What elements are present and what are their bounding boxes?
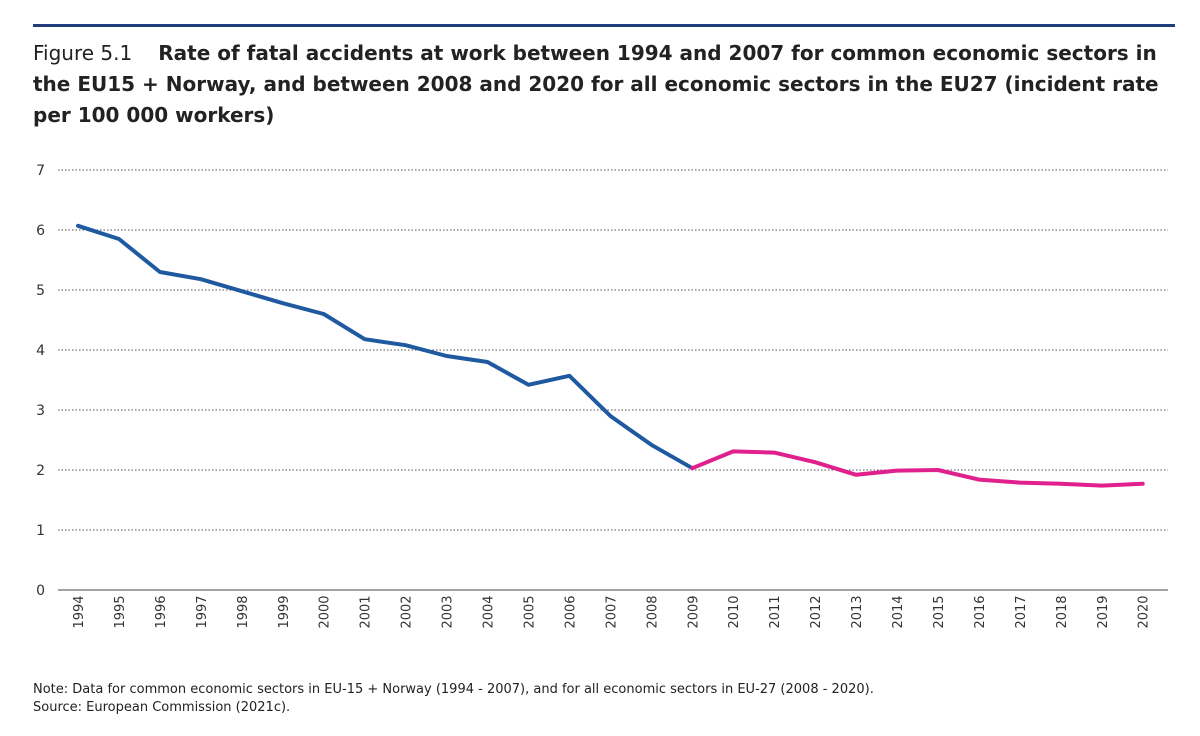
- x-tick-label: 2018: [1055, 595, 1070, 628]
- y-tick-label: 4: [36, 343, 45, 359]
- x-tick-label: 2017: [1014, 595, 1029, 628]
- y-tick-label: 0: [36, 583, 45, 599]
- y-tick-label: 7: [36, 163, 45, 179]
- x-tick-label: 2013: [850, 595, 865, 628]
- figure-title: Figure 5.1 Rate of fatal accidents at wor…: [33, 38, 1163, 131]
- source-text: Source: European Commission (2021c).: [33, 700, 291, 715]
- x-tick-label: 2004: [482, 595, 497, 628]
- line-chart: 0 1 2 3 4 5 6 7 1994 1995 1996 1997 1998 1999 2000 2001…: [36, 163, 1168, 629]
- top-rule: [33, 24, 1175, 27]
- x-tick-label: 2002: [400, 595, 415, 628]
- x-tick-label: 2010: [727, 595, 742, 628]
- x-tick-label: 2003: [441, 595, 456, 628]
- x-tick-label: 1997: [195, 595, 210, 628]
- y-tick-label: 2: [36, 463, 45, 479]
- x-tick-label: 1999: [277, 595, 292, 628]
- x-tick-label: 2012: [809, 595, 824, 628]
- series-line-1: [76, 223, 695, 471]
- x-tick-label: 2016: [973, 595, 988, 628]
- x-tick-label: 2014: [891, 595, 906, 628]
- y-tick-label: 5: [36, 283, 45, 299]
- series-line-2: [690, 449, 1145, 488]
- x-tick-label: 2011: [768, 595, 783, 628]
- x-tick-label: 2009: [686, 595, 701, 628]
- x-tick-label: 2005: [522, 595, 537, 628]
- note-text: Note: Data for common economic sectors i…: [33, 682, 874, 697]
- x-tick-label: 1995: [113, 595, 128, 628]
- x-tick-label: 2019: [1096, 595, 1111, 628]
- y-tick-label: 1: [36, 523, 45, 539]
- figure-title-text: Rate of fatal accidents at work between …: [33, 41, 1159, 127]
- x-tick-label: 2007: [604, 595, 619, 628]
- x-tick-label: 2000: [318, 595, 333, 628]
- x-tick-label: 1996: [154, 595, 169, 628]
- figure-label: Figure 5.1: [33, 41, 133, 65]
- x-tick-label: 1994: [72, 595, 87, 628]
- y-tick-label: 6: [36, 223, 45, 239]
- y-tick-label: 3: [36, 403, 45, 419]
- x-tick-label: 1998: [236, 595, 251, 628]
- x-tick-label: 2001: [359, 595, 374, 628]
- x-tick-label: 2008: [645, 595, 660, 628]
- x-tick-label: 2006: [563, 595, 578, 628]
- chart-note: Note: Data for common economic sectors i…: [33, 681, 874, 717]
- x-tick-label: 2015: [932, 595, 947, 628]
- x-tick-label: 2020: [1137, 595, 1152, 628]
